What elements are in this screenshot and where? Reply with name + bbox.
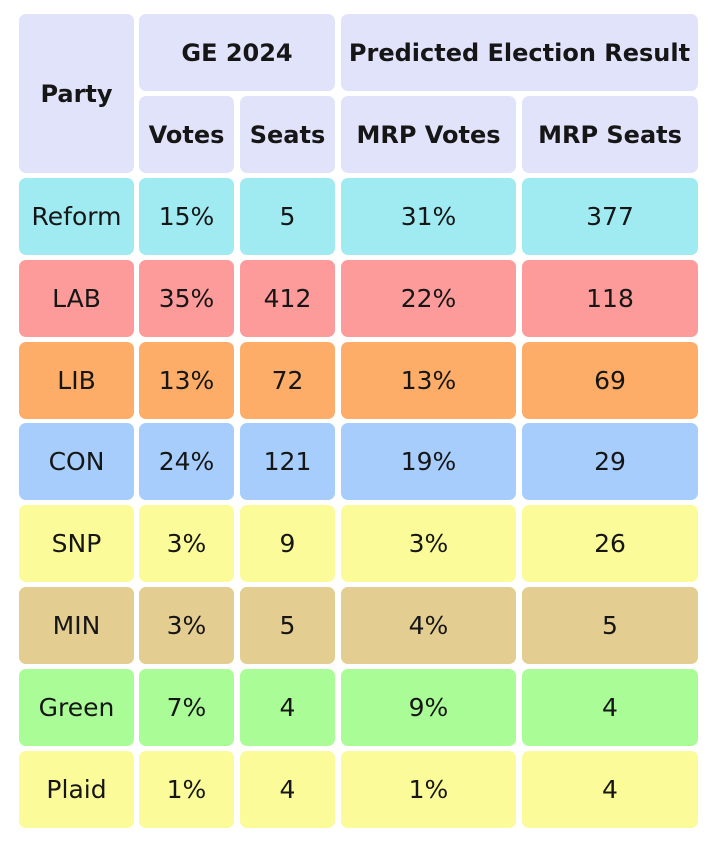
party-cell: Reform: [19, 178, 134, 255]
ge2024-group-header: GE 2024: [139, 14, 335, 91]
party-cell: SNP: [19, 505, 134, 582]
seats-column-header: Seats: [240, 96, 335, 173]
votes-cell: 3%: [139, 505, 234, 582]
seats-cell: 5: [240, 178, 335, 255]
party-cell: LIB: [19, 342, 134, 419]
seats-cell: 4: [240, 669, 335, 746]
mrp-votes-cell: 4%: [341, 587, 516, 664]
votes-cell: 15%: [139, 178, 234, 255]
mrp-seats-cell: 4: [522, 669, 698, 746]
seats-cell: 5: [240, 587, 335, 664]
mrp-seats-cell: 29: [522, 423, 698, 500]
mrp-seats-cell: 118: [522, 260, 698, 337]
mrp-votes-cell: 22%: [341, 260, 516, 337]
mrp-seats-cell: 5: [522, 587, 698, 664]
votes-cell: 24%: [139, 423, 234, 500]
mrp-seats-cell: 26: [522, 505, 698, 582]
party-header: Party: [19, 14, 134, 173]
predicted-group-header: Predicted Election Result: [341, 14, 698, 91]
seats-cell: 412: [240, 260, 335, 337]
votes-cell: 7%: [139, 669, 234, 746]
party-cell: Green: [19, 669, 134, 746]
seats-cell: 121: [240, 423, 335, 500]
mrp-votes-cell: 9%: [341, 669, 516, 746]
seats-cell: 72: [240, 342, 335, 419]
party-cell: LAB: [19, 260, 134, 337]
votes-cell: 3%: [139, 587, 234, 664]
seats-cell: 4: [240, 751, 335, 828]
votes-column-header: Votes: [139, 96, 234, 173]
mrp-seats-cell: 69: [522, 342, 698, 419]
party-cell: Plaid: [19, 751, 134, 828]
mrp-votes-cell: 19%: [341, 423, 516, 500]
mrp-seats-cell: 377: [522, 178, 698, 255]
mrp-seats-cell: 4: [522, 751, 698, 828]
party-cell: CON: [19, 423, 134, 500]
mrp-votes-cell: 31%: [341, 178, 516, 255]
mrp-votes-cell: 1%: [341, 751, 516, 828]
votes-cell: 1%: [139, 751, 234, 828]
seats-cell: 9: [240, 505, 335, 582]
mrp-seats-column-header: MRP Seats: [522, 96, 698, 173]
mrp-votes-cell: 3%: [341, 505, 516, 582]
votes-cell: 35%: [139, 260, 234, 337]
mrp-votes-cell: 13%: [341, 342, 516, 419]
votes-cell: 13%: [139, 342, 234, 419]
mrp-votes-column-header: MRP Votes: [341, 96, 516, 173]
party-cell: MIN: [19, 587, 134, 664]
